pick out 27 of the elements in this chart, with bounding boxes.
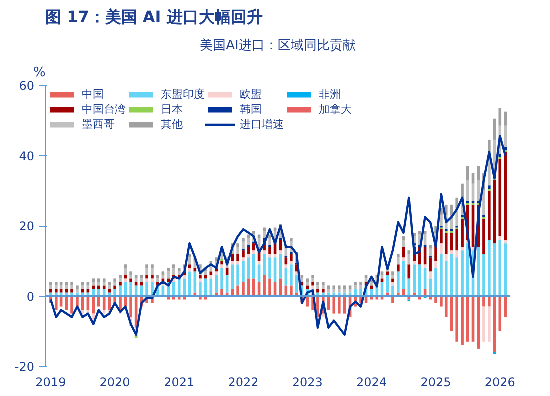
y-tick-label: 20 [19, 220, 35, 234]
chart-subtitle: 美国AI进口：区域同比贡献 [200, 38, 356, 54]
x-tick-label: 2020 [100, 376, 130, 390]
legend-label: 墨西哥 [82, 117, 115, 132]
legend-label: 中国台湾 [82, 102, 126, 117]
legend-label: 欧盟 [240, 87, 262, 102]
y-tick-label: 0 [26, 290, 35, 304]
y-tick-label: 60 [19, 79, 35, 93]
chart-title: 图 17：美国 AI 进口大幅回升 [46, 8, 263, 26]
legend-label: 日本 [161, 102, 183, 117]
legend-label: 东盟印度 [161, 87, 205, 102]
x-tick-label: 2022 [228, 376, 259, 390]
x-tick-label: 2019 [36, 376, 66, 390]
x-tick-label: 2023 [292, 376, 323, 390]
y-tick-label: -20 [14, 360, 35, 374]
legend-label: 加拿大 [319, 102, 352, 117]
legend-label: 中国 [82, 87, 104, 102]
y-axis-title: % [34, 66, 46, 80]
x-tick-label: 2026 [484, 376, 516, 390]
legend-label: 进口增速 [240, 117, 284, 132]
legend-label: 其他 [161, 117, 183, 132]
x-tick-label: 2021 [164, 376, 195, 390]
legend-label: 韩国 [240, 102, 262, 117]
y-tick-label: 40 [19, 149, 35, 164]
x-tick-label: 2024 [356, 376, 387, 390]
x-tick-label: 2025 [420, 376, 452, 390]
legend-label: 非洲 [319, 87, 341, 102]
